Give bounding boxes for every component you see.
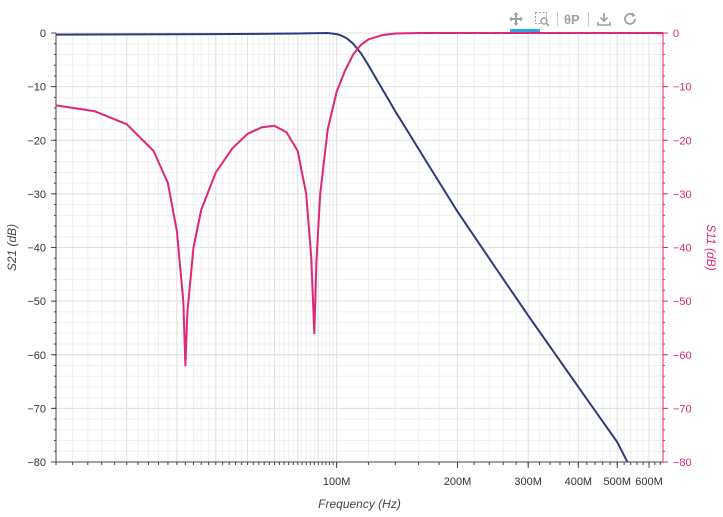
y-tick-label-right: −60	[673, 350, 692, 362]
box-zoom-tool-button[interactable]	[531, 8, 553, 30]
y-tick-label-right: 0	[673, 28, 679, 40]
y-tick-label-left: −60	[27, 350, 46, 362]
y-tick-label-left: −70	[27, 403, 46, 415]
y-tick-label-right: −50	[673, 296, 692, 308]
y-tick-label-right: −20	[673, 135, 692, 147]
y-tick-label-right: −80	[673, 457, 692, 469]
x-tick-label: 500M	[603, 476, 631, 488]
reset-tool-button[interactable]	[619, 8, 641, 30]
y-axis-label-right: S11 (dB)	[704, 224, 718, 270]
y-tick-label-left: −50	[27, 296, 46, 308]
save-tool-button[interactable]	[593, 8, 615, 30]
y-tick-label-right: −70	[673, 403, 692, 415]
series-line-s11	[56, 32, 663, 367]
y-axis-label-left: S21 (dB)	[5, 224, 19, 271]
svg-text:θP: θP	[564, 12, 580, 27]
y-tick-label-right: −40	[673, 243, 692, 255]
y-tick-label-left: −10	[27, 82, 46, 94]
pan-tool-button[interactable]	[505, 8, 527, 30]
toolbar-divider	[557, 12, 558, 26]
active-tool-indicator	[510, 29, 540, 32]
y-tick-label-left: −80	[27, 457, 46, 469]
hover-icon: θP	[564, 11, 582, 27]
y-tick-label-left: −30	[27, 189, 46, 201]
reset-icon	[622, 11, 638, 27]
toolbar-divider	[588, 12, 589, 26]
x-tick-label: 300M	[514, 476, 542, 488]
y-tick-label-right: −30	[673, 189, 692, 201]
y-tick-label-left: −20	[27, 135, 46, 147]
x-tick-label: 200M	[444, 476, 472, 488]
y-tick-label-left: −40	[27, 243, 46, 255]
download-icon	[596, 11, 612, 27]
y-tick-label-right: −10	[673, 82, 692, 94]
chart-toolbar: θP	[505, 6, 641, 32]
box-zoom-icon	[534, 11, 550, 27]
x-tick-label: 400M	[565, 476, 593, 488]
x-axis-label: Frequency (Hz)	[318, 497, 401, 511]
move-icon	[508, 11, 524, 27]
y-tick-label-left: 0	[40, 28, 46, 40]
hover-tool-button[interactable]: θP	[562, 8, 584, 30]
x-tick-label: 100M	[323, 476, 351, 488]
series-line-s21	[56, 32, 629, 462]
x-tick-label: 600M	[635, 476, 663, 488]
